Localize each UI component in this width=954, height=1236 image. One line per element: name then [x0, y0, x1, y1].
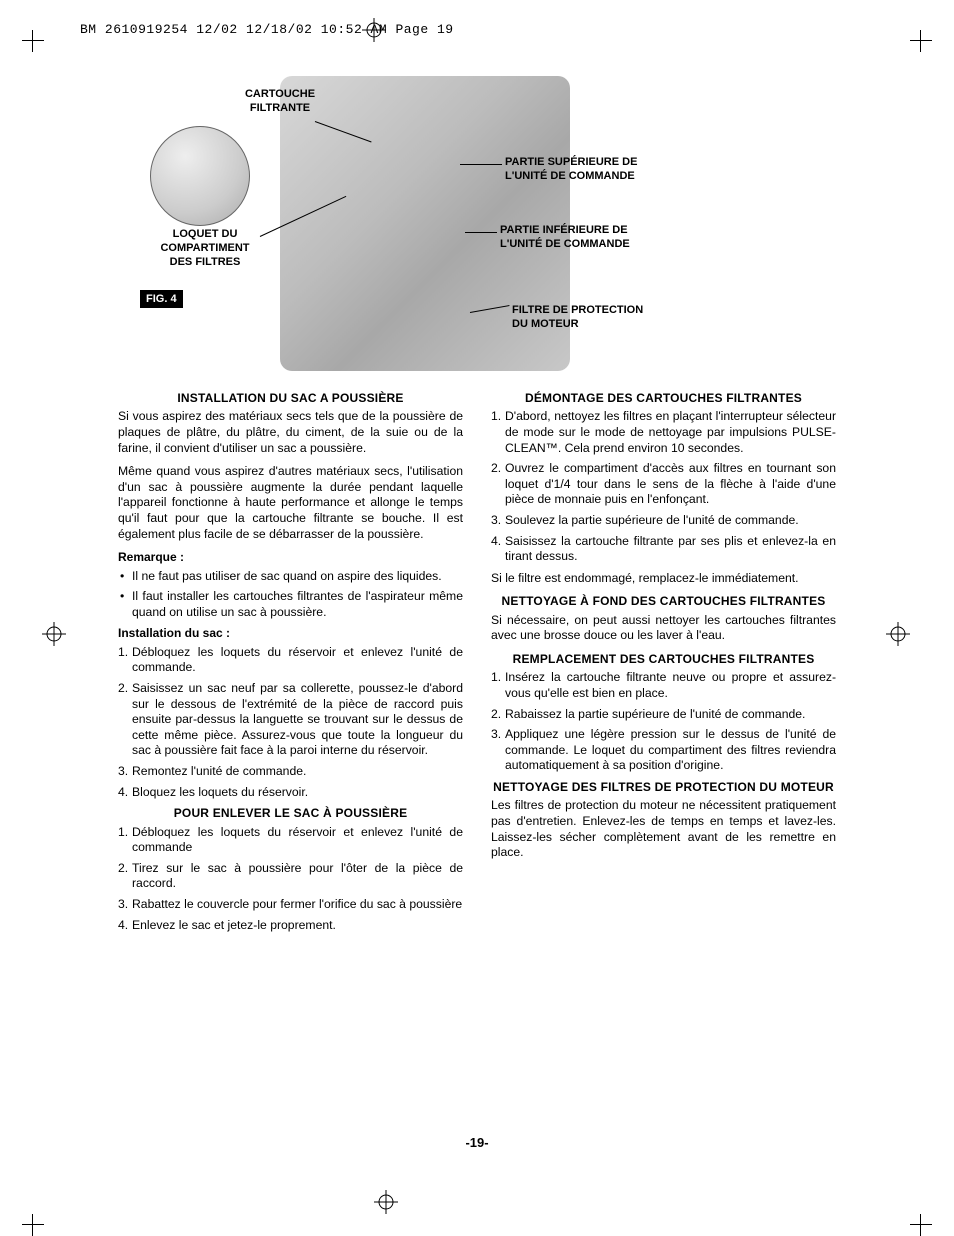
label-partie-inf: PARTIE INFÉRIEURE DEL'UNITÉ DE COMMANDE [500, 224, 680, 252]
figure-4: CARTOUCHEFILTRANTE LOQUET DUCOMPARTIMENT… [130, 76, 830, 376]
list-item: Rabattez le couvercle pour fermer l'orif… [118, 897, 463, 913]
crop-mark [910, 30, 932, 52]
label-filtre-prot: FILTRE DE PROTECTIONDU MOTEUR [512, 304, 702, 332]
list-item: Saisissez un sac neuf par sa collerette,… [118, 681, 463, 759]
registration-mark [362, 18, 386, 42]
subheading: Installation du sac : [118, 626, 463, 641]
list-item: Rabaissez la partie supérieure de l'unit… [491, 707, 836, 723]
label-partie-sup: PARTIE SUPÉRIEURE DEL'UNITÉ DE COMMANDE [505, 156, 685, 184]
crop-mark [910, 1214, 932, 1236]
heading: NETTOYAGE DES FILTRES DE PROTECTION DU M… [491, 780, 836, 795]
heading: REMPLACEMENT DES CARTOUCHES FILTRANTES [491, 652, 836, 667]
ordered-list: D'abord, nettoyez les filtres en plaçant… [491, 409, 836, 564]
page-number: -19- [0, 1135, 954, 1150]
paragraph: Si le filtre est endommagé, remplacez-le… [491, 571, 836, 587]
list-item: Ouvrez le compartiment d'accès aux filtr… [491, 461, 836, 508]
list-item: Enlevez le sac et jetez-le proprement. [118, 918, 463, 934]
list-item: Remontez l'unité de commande. [118, 764, 463, 780]
label-cartouche: CARTOUCHEFILTRANTE [230, 88, 330, 116]
list-item: Il faut installer les cartouches filtran… [118, 589, 463, 620]
paragraph: Les filtres de protection du moteur ne n… [491, 798, 836, 860]
list-item: Débloquez les loquets du réservoir et en… [118, 825, 463, 856]
heading: DÉMONTAGE DES CARTOUCHES FILTRANTES [491, 391, 836, 406]
body-columns: INSTALLATION DU SAC A POUSSIÈRE Si vous … [118, 385, 836, 939]
figure-badge: FIG. 4 [140, 290, 183, 308]
registration-mark [886, 622, 910, 646]
paragraph: Si vous aspirez des matériaux secs tels … [118, 409, 463, 456]
heading: INSTALLATION DU SAC A POUSSIÈRE [118, 391, 463, 406]
paragraph: Même quand vous aspirez d'autres matéria… [118, 464, 463, 542]
list-item: D'abord, nettoyez les filtres en plaçant… [491, 409, 836, 456]
label-loquet: LOQUET DUCOMPARTIMENTDES FILTRES [150, 228, 260, 269]
ordered-list: Débloquez les loquets du réservoir et en… [118, 645, 463, 800]
crop-mark [22, 1214, 44, 1236]
heading: NETTOYAGE À FOND DES CARTOUCHES FILTRANT… [491, 594, 836, 609]
list-item: Soulevez la partie supérieure de l'unité… [491, 513, 836, 529]
list-item: Appliquez une légère pression sur le des… [491, 727, 836, 774]
registration-mark [42, 622, 66, 646]
list-item: Bloquez les loquets du réservoir. [118, 785, 463, 801]
list-item: Saisissez la cartouche filtrante par ses… [491, 534, 836, 565]
bullet-list: Il ne faut pas utiliser de sac quand on … [118, 569, 463, 621]
right-column: DÉMONTAGE DES CARTOUCHES FILTRANTES D'ab… [491, 385, 836, 939]
inset-detail [150, 126, 250, 226]
registration-mark [374, 1190, 398, 1214]
crop-mark [22, 30, 44, 52]
ordered-list: Débloquez les loquets du réservoir et en… [118, 825, 463, 934]
subheading: Remarque : [118, 550, 463, 565]
list-item: Il ne faut pas utiliser de sac quand on … [118, 569, 463, 585]
ordered-list: Insérez la cartouche filtrante neuve ou … [491, 670, 836, 774]
list-item: Tirez sur le sac à poussière pour l'ôter… [118, 861, 463, 892]
list-item: Débloquez les loquets du réservoir et en… [118, 645, 463, 676]
list-item: Insérez la cartouche filtrante neuve ou … [491, 670, 836, 701]
left-column: INSTALLATION DU SAC A POUSSIÈRE Si vous … [118, 385, 463, 939]
paragraph: Si nécessaire, on peut aussi nettoyer le… [491, 613, 836, 644]
print-header: BM 2610919254 12/02 12/18/02 10:52 AM Pa… [80, 22, 454, 37]
heading: POUR ENLEVER LE SAC À POUSSIÈRE [118, 806, 463, 821]
